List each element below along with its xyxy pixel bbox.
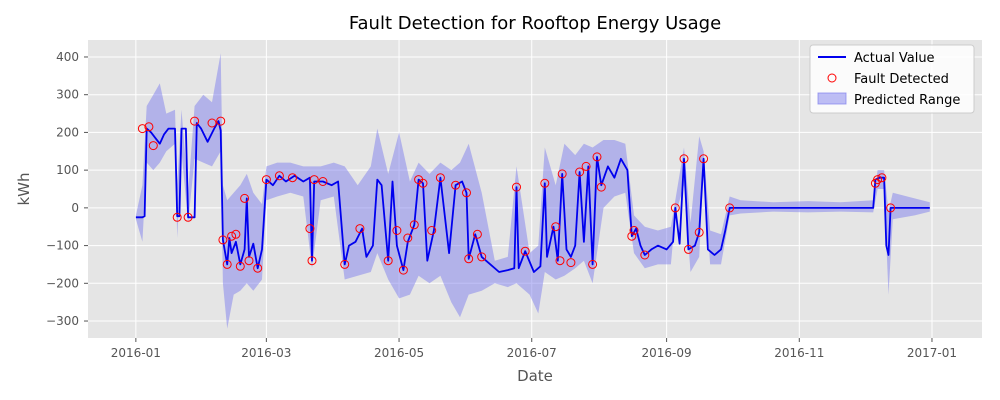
y-tick-label: 200 [56, 125, 79, 139]
fault-point [190, 116, 200, 126]
x-tick-label: 2016-05 [374, 346, 424, 360]
fault-point [679, 154, 689, 164]
predicted-range-band [135, 53, 930, 329]
fault-point [172, 212, 182, 222]
fault-point [462, 188, 471, 198]
fault-point [596, 182, 606, 192]
legend-label-actual-value: Actual Value [854, 51, 935, 66]
fault-point [683, 244, 693, 254]
y-axis-label: kWh [15, 172, 33, 205]
fault-point [207, 118, 217, 128]
fault-point [520, 246, 530, 256]
y-tick-label: 300 [56, 88, 79, 102]
fault-point [566, 258, 576, 268]
x-axis-label: Date [517, 367, 553, 385]
legend-box [809, 44, 975, 114]
fault-point [886, 203, 896, 213]
fault-point [398, 265, 408, 275]
fault-point [464, 254, 474, 264]
actual-value-line [135, 120, 930, 273]
legend-swatch-fault-detected [827, 73, 837, 83]
fault-points [137, 116, 896, 275]
fault-point [137, 124, 147, 134]
fault-point [472, 229, 482, 239]
predicted-range-area [135, 53, 930, 329]
fault-point [318, 177, 328, 186]
y-axis-ticks: −300 −200 −100 0 100 200 300 400 [46, 50, 88, 328]
legend-label-fault-detected: Fault Detected [854, 72, 949, 87]
fault-point [640, 250, 650, 260]
fault-point [512, 182, 521, 192]
fault-point [551, 222, 561, 232]
fault-point [451, 180, 461, 190]
fault-point [540, 178, 550, 188]
fault-point [144, 122, 154, 132]
x-tick-label: 2017-01 [907, 346, 957, 360]
fault-point [222, 259, 232, 269]
x-tick-label: 2016-03 [241, 346, 291, 360]
fault-point [309, 175, 319, 185]
fault-point [355, 224, 365, 234]
fault-point [699, 154, 709, 164]
fault-point [218, 235, 228, 245]
y-tick-label: 400 [56, 50, 79, 64]
fault-point [231, 229, 241, 239]
legend-label-predicted-range: Predicted Range [854, 93, 960, 108]
fault-point [288, 173, 297, 183]
fault-point [307, 256, 317, 266]
fault-point [629, 226, 639, 235]
fault-point [435, 173, 445, 183]
actual-value-series [135, 120, 930, 273]
fault-point [148, 141, 158, 151]
chart-title: Fault Detection for Rooftop Energy Usage [349, 13, 721, 34]
fault-point [877, 173, 887, 183]
y-tick-label: 100 [56, 163, 79, 177]
fault-point [403, 233, 413, 243]
fault-point [216, 116, 226, 126]
fault-point [581, 161, 591, 171]
fault-point [477, 252, 487, 262]
legend-swatch-predicted-range [817, 92, 847, 105]
x-tick-label: 2016-07 [507, 346, 557, 360]
fault-point [235, 261, 245, 271]
fault-point [588, 259, 598, 269]
fault-point [183, 212, 193, 222]
x-axis-ticks: 2016-01 2016-03 2016-05 2016-07 2016-09 2016-… [111, 338, 957, 360]
fault-point [253, 263, 263, 273]
fault-point [592, 152, 602, 162]
x-tick-label: 2016-11 [774, 346, 824, 360]
fault-point [244, 256, 254, 266]
fault-point [575, 167, 585, 177]
x-tick-label: 2016-09 [642, 346, 692, 360]
x-tick-label: 2016-01 [111, 346, 161, 360]
fault-point [305, 224, 315, 234]
fault-point [261, 175, 271, 185]
legend: Actual Value Fault Detected Predicted Ra… [809, 44, 975, 114]
y-tick-label: 0 [71, 201, 79, 215]
y-tick-label: −100 [46, 239, 79, 253]
fault-point [227, 231, 237, 241]
fault-point [694, 227, 704, 237]
fault-point [555, 256, 565, 266]
fault-point [418, 178, 428, 188]
fault-point [725, 203, 735, 213]
fault-point [627, 231, 637, 241]
fault-point [409, 220, 419, 230]
y-tick-label: −200 [46, 276, 79, 290]
fault-point [392, 226, 402, 235]
fault-point [240, 193, 250, 203]
fault-point [274, 171, 284, 181]
fault-point [383, 256, 393, 266]
y-tick-label: −300 [46, 314, 79, 328]
fault-point [557, 169, 567, 179]
fault-point [340, 259, 350, 269]
fault-point [873, 175, 883, 185]
fault-point [670, 203, 680, 213]
fault-point [427, 226, 437, 235]
